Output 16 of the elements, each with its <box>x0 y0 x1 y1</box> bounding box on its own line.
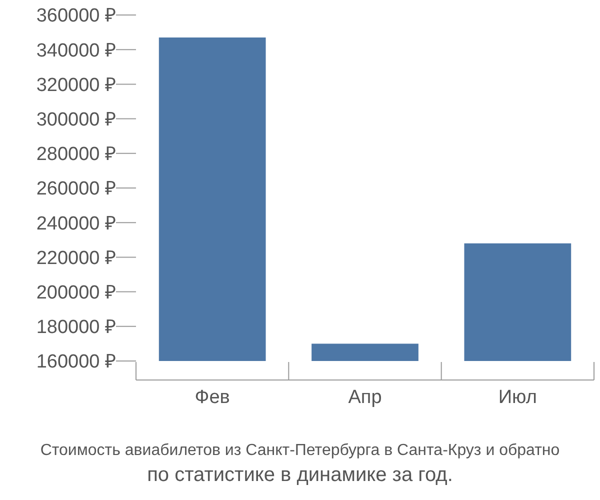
y-tick-label: 180000 ₽ <box>36 317 116 338</box>
y-tick-label: 280000 ₽ <box>36 144 116 166</box>
y-tick-label: 360000 ₽ <box>36 6 116 27</box>
y-tick-label: 200000 ₽ <box>36 282 116 304</box>
x-tick-label: Апр <box>348 387 382 408</box>
y-tick-label: 340000 ₽ <box>36 40 116 62</box>
y-tick-label: 220000 ₽ <box>36 248 116 269</box>
text: Стоимость авиабилетов из Санкт-Петербурга в Санта-Круз и обратно <box>40 442 560 459</box>
y-tick-label: 260000 ₽ <box>36 178 116 200</box>
y-tick-label: 300000 ₽ <box>36 109 116 130</box>
y-tick-label: 240000 ₽ <box>36 213 116 234</box>
x-tick-label: Июл <box>498 387 537 408</box>
text: по статистике в динамике за год. <box>147 464 453 486</box>
y-tick-label: 160000 ₽ <box>36 352 116 373</box>
y-tick-label: 320000 ₽ <box>36 74 116 96</box>
x-tick-label: Фев <box>194 387 230 408</box>
